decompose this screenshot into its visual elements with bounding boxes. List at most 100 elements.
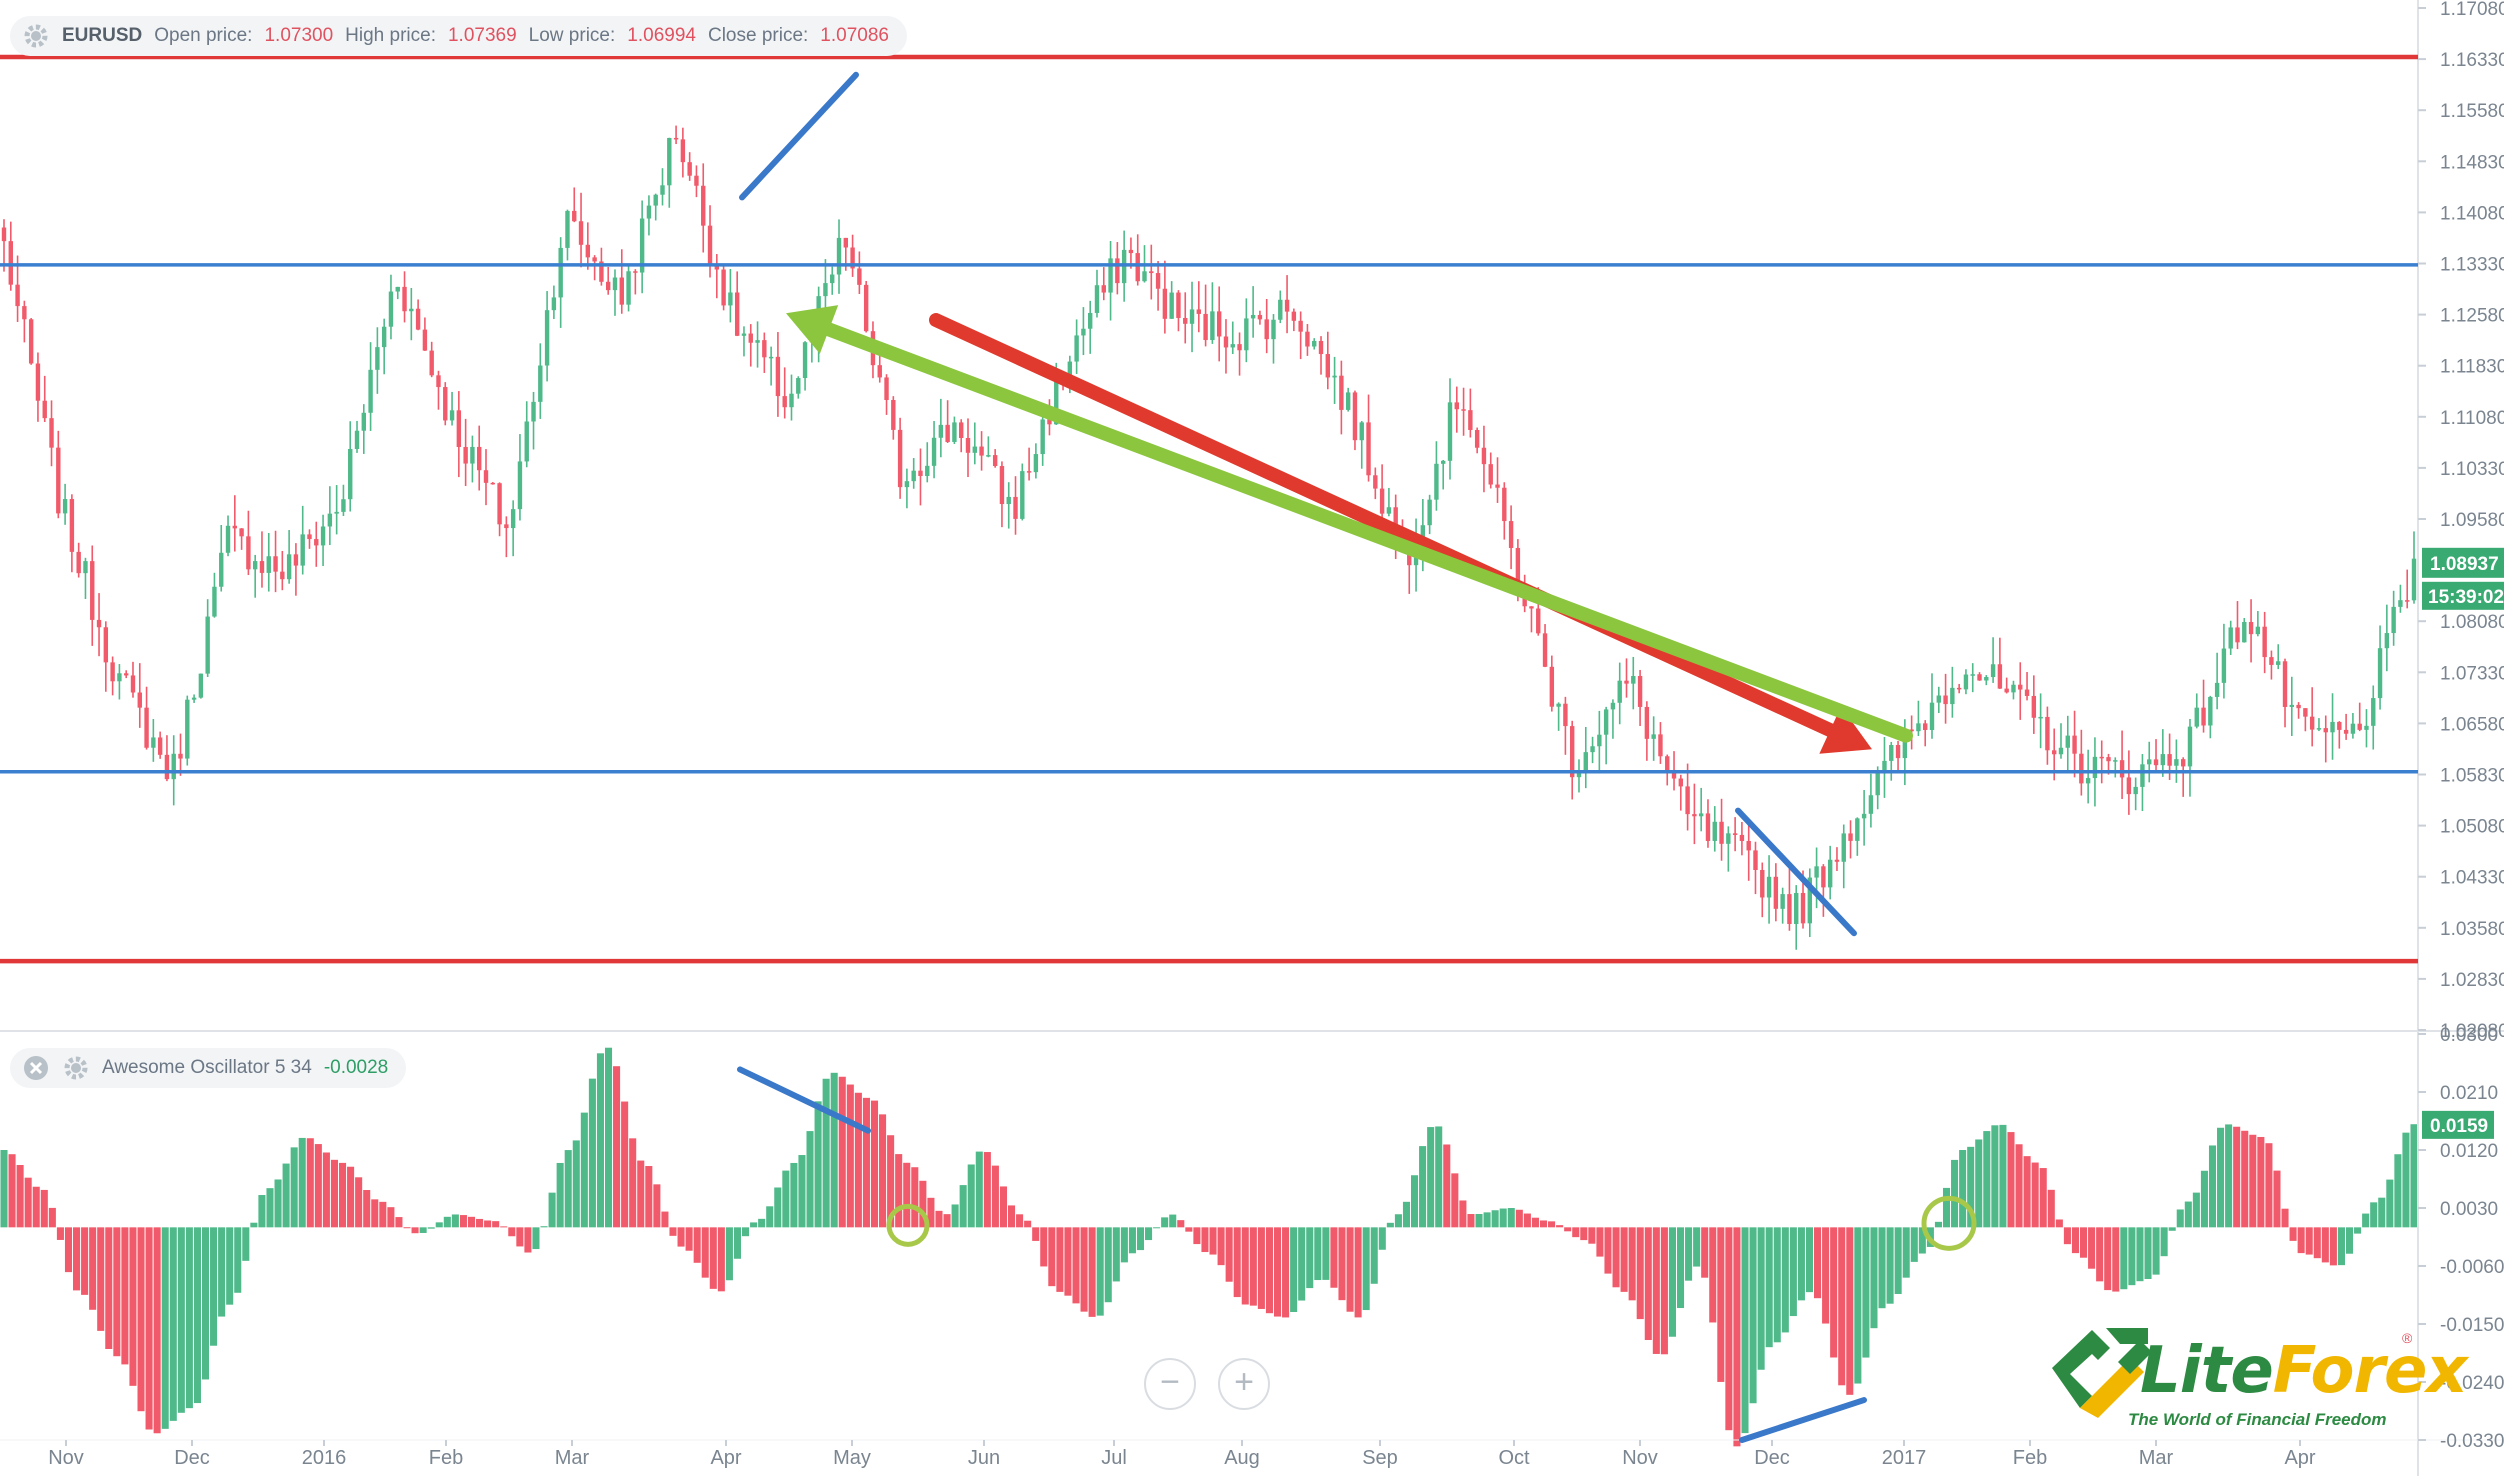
oscillator-bar[interactable] — [2410, 1124, 2418, 1228]
oscillator-bar[interactable] — [395, 1217, 403, 1228]
candle[interactable] — [56, 430, 61, 519]
candle[interactable] — [1895, 740, 1901, 771]
oscillator-bar[interactable] — [1548, 1221, 1556, 1228]
oscillator-bar[interactable] — [2241, 1130, 2249, 1228]
candle[interactable] — [2391, 590, 2396, 646]
oscillator-bar[interactable] — [2112, 1227, 2120, 1292]
candle[interactable] — [2411, 531, 2417, 604]
oscillator-bar[interactable] — [347, 1166, 355, 1228]
candle[interactable] — [103, 621, 109, 692]
candle[interactable] — [2038, 693, 2043, 749]
oscillator-bar[interactable] — [2023, 1156, 2031, 1228]
uptrend-arrow[interactable] — [786, 305, 1913, 743]
candle[interactable] — [1678, 774, 1684, 811]
oscillator-bar[interactable] — [2233, 1126, 2241, 1228]
oscillator-bar[interactable] — [1185, 1227, 1193, 1232]
oscillator-bar[interactable] — [1878, 1227, 1886, 1309]
oscillator-bar[interactable] — [1483, 1212, 1491, 1228]
candle[interactable] — [558, 237, 563, 328]
oscillator-bar[interactable] — [427, 1227, 435, 1229]
candle[interactable] — [239, 528, 244, 550]
candle[interactable] — [2316, 718, 2322, 732]
candle[interactable] — [205, 599, 210, 677]
candle[interactable] — [490, 482, 495, 485]
oscillator-bar[interactable] — [1491, 1210, 1499, 1228]
oscillator-bar[interactable] — [1676, 1227, 1685, 1309]
oscillator-bar[interactable] — [2386, 1179, 2394, 1228]
candle[interactable] — [1698, 787, 1704, 832]
candle[interactable] — [8, 221, 13, 291]
oscillator-bar[interactable] — [64, 1227, 73, 1273]
candle[interactable] — [1603, 706, 1609, 765]
candle[interactable] — [1434, 441, 1439, 511]
oscillator-bar[interactable] — [822, 1078, 830, 1228]
candle[interactable] — [144, 686, 149, 750]
oscillator-bar[interactable] — [1580, 1227, 1588, 1241]
oscillator-bar[interactable] — [1459, 1200, 1467, 1228]
oscillator-bar[interactable] — [1007, 1205, 1016, 1228]
candle[interactable] — [544, 291, 550, 382]
candle[interactable] — [931, 421, 937, 479]
candle[interactable] — [2242, 618, 2247, 643]
oscillator-bar[interactable] — [1588, 1227, 1596, 1244]
oscillator-bar[interactable] — [2337, 1227, 2345, 1266]
candle[interactable] — [1556, 702, 1561, 731]
candle[interactable] — [361, 404, 367, 454]
oscillator-bar[interactable] — [2305, 1227, 2313, 1255]
oscillator-bar[interactable] — [943, 1214, 951, 1228]
candle[interactable] — [1230, 321, 1235, 355]
oscillator-bar[interactable] — [1814, 1227, 1822, 1299]
candle[interactable] — [1332, 356, 1337, 404]
candle[interactable] — [2398, 584, 2403, 613]
oscillator-bar[interactable] — [693, 1227, 701, 1263]
candle[interactable] — [504, 516, 509, 558]
oscillator-bar[interactable] — [476, 1218, 484, 1228]
oscillator-bar[interactable] — [250, 1222, 258, 1228]
oscillator-bar[interactable] — [1773, 1227, 1781, 1343]
oscillator-bar[interactable] — [371, 1199, 379, 1228]
candle[interactable] — [1597, 710, 1602, 774]
oscillator-bar[interactable] — [2128, 1227, 2136, 1286]
drawing-annotations[interactable] — [0, 54, 2418, 1443]
oscillator-bar[interactable] — [1991, 1125, 1999, 1228]
candle[interactable] — [1760, 862, 1765, 918]
candle[interactable] — [1990, 637, 1996, 683]
oscillator-bar[interactable] — [355, 1177, 363, 1228]
oscillator-bar[interactable] — [967, 1164, 975, 1228]
oscillator-bar[interactable] — [1693, 1227, 1701, 1267]
oscillator-bar[interactable] — [492, 1221, 500, 1228]
close-icon[interactable] — [22, 1054, 50, 1082]
candle[interactable] — [1861, 790, 1867, 846]
oscillator-bar[interactable] — [1999, 1124, 2007, 1228]
candle[interactable] — [1502, 482, 1507, 540]
oscillator-bar[interactable] — [290, 1147, 298, 1228]
oscillator-bar[interactable] — [1951, 1159, 1959, 1228]
candle[interactable] — [857, 251, 862, 294]
oscillator-bar[interactable] — [1475, 1213, 1483, 1228]
oscillator-bar[interactable] — [2354, 1227, 2362, 1234]
oscillator-bar[interactable] — [742, 1227, 750, 1237]
candle[interactable] — [979, 431, 984, 471]
candle[interactable] — [1352, 390, 1358, 451]
candle[interactable] — [327, 486, 333, 546]
candle[interactable] — [273, 530, 278, 593]
oscillator-bar[interactable] — [500, 1226, 508, 1228]
candle[interactable] — [1359, 421, 1364, 469]
candle[interactable] — [789, 374, 794, 421]
oscillator-bar[interactable] — [1306, 1227, 1314, 1289]
oscillator-bar[interactable] — [379, 1201, 387, 1228]
oscillator-bar[interactable] — [2144, 1227, 2152, 1280]
oscillator-bar[interactable] — [846, 1084, 854, 1228]
oscillator-bar[interactable] — [1644, 1227, 1652, 1341]
candle[interactable] — [28, 318, 34, 365]
candle[interactable] — [402, 271, 407, 323]
oscillator-bar[interactable] — [1854, 1227, 1862, 1384]
candle[interactable] — [1081, 307, 1086, 356]
candle[interactable] — [2180, 757, 2186, 797]
candle[interactable] — [884, 374, 889, 415]
candle[interactable] — [1108, 241, 1113, 321]
oscillator-bar[interactable] — [2031, 1162, 2039, 1228]
oscillator-bar[interactable] — [322, 1152, 330, 1228]
candle[interactable] — [2079, 729, 2084, 796]
oscillator-bar[interactable] — [1386, 1222, 1394, 1228]
